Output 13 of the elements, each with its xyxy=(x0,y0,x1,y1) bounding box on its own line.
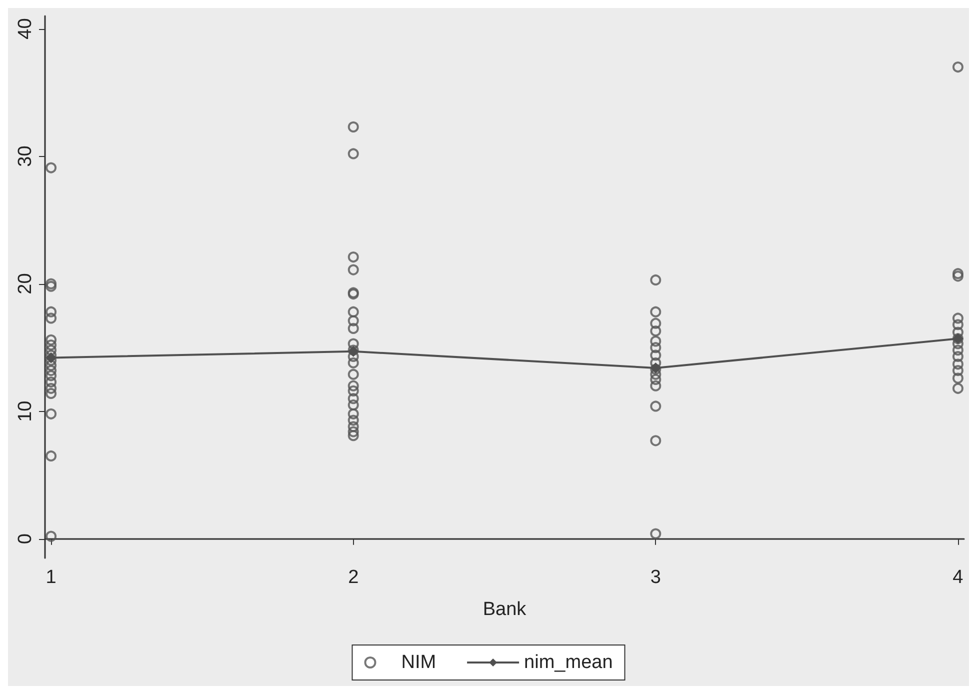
y-tick-label: 0 xyxy=(15,534,36,544)
y-tick-label: 20 xyxy=(15,273,36,294)
x-tick-label: 2 xyxy=(348,567,359,588)
legend-label: NIM xyxy=(401,652,436,673)
y-tick-label: 30 xyxy=(15,146,36,167)
legend-label: nim_mean xyxy=(524,652,613,673)
x-tick-label: 1 xyxy=(46,567,56,588)
x-tick-label: 3 xyxy=(650,567,661,588)
point xyxy=(46,352,57,364)
y-tick-label: 10 xyxy=(15,400,36,422)
y-tick-label: 40 xyxy=(15,18,36,40)
x-tick-label: 4 xyxy=(952,567,964,588)
x-axis-title: Bank xyxy=(482,599,527,620)
